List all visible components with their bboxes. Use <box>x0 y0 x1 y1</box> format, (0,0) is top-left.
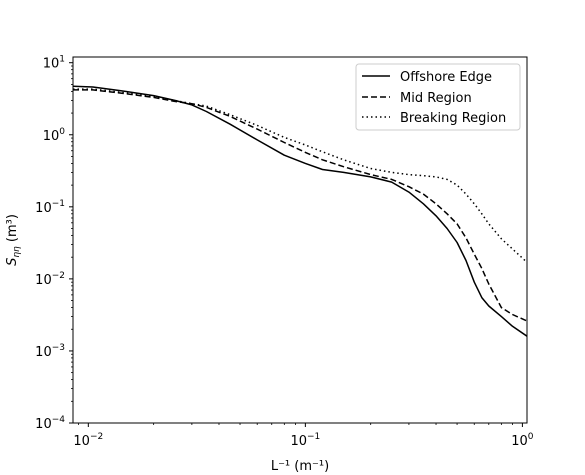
y-axis-label-sub: ηη <box>12 246 22 258</box>
x-tick-label-base: 10 <box>73 434 90 449</box>
x-tick-label-base: 10 <box>511 434 528 449</box>
y-tick-label-exp: 0 <box>59 127 65 137</box>
y-tick-label: 10−4 <box>35 415 65 432</box>
y-tick-label: 101 <box>43 55 65 72</box>
y-tick-label: 10−2 <box>35 271 65 288</box>
y-tick-label: 10−3 <box>35 343 65 360</box>
y-tick-label-base: 10 <box>35 273 52 288</box>
y-tick-label-exp: −4 <box>52 415 66 425</box>
x-tick-label-exp: −1 <box>307 432 320 442</box>
plot-lines <box>73 85 527 337</box>
y-tick-label-base: 10 <box>43 129 60 144</box>
y-axis-label: Sηη (m³) <box>5 214 22 266</box>
legend-label-mid-region: Mid Region <box>400 91 472 106</box>
y-tick-label-base: 10 <box>35 345 52 360</box>
series-line-breaking-region <box>73 88 527 263</box>
legend-box <box>355 63 521 131</box>
y-axis-label-suffix: (m³) <box>5 214 20 246</box>
x-axis-label: L⁻¹ (m⁻¹) <box>271 459 329 474</box>
y-tick-label-base: 10 <box>35 417 52 432</box>
x-tick-label: 10−1 <box>290 432 320 449</box>
x-tick-label-exp: 0 <box>528 432 534 442</box>
x-tick-label: 10−2 <box>73 432 103 449</box>
legend-label-breaking-region: Breaking Region <box>400 111 506 126</box>
y-tick-label-exp: −1 <box>52 199 65 209</box>
x-tick-label-base: 10 <box>290 434 307 449</box>
y-tick-label: 10−1 <box>35 199 65 216</box>
y-tick-label-exp: 1 <box>59 55 65 65</box>
y-tick-label-base: 10 <box>35 201 52 216</box>
y-axis-label-main: S <box>5 258 20 266</box>
plot-frame <box>72 56 528 424</box>
x-tick-label: 100 <box>511 432 534 449</box>
y-tick-label-exp: −3 <box>52 343 65 353</box>
y-tick-label: 100 <box>43 127 66 144</box>
x-tick-label-exp: −2 <box>90 432 103 442</box>
y-tick-label-base: 10 <box>43 57 60 72</box>
legend: Offshore Edge Mid Region Breaking Region <box>355 63 521 131</box>
y-tick-label-exp: −2 <box>52 271 65 281</box>
legend-label-offshore-edge: Offshore Edge <box>400 70 492 85</box>
